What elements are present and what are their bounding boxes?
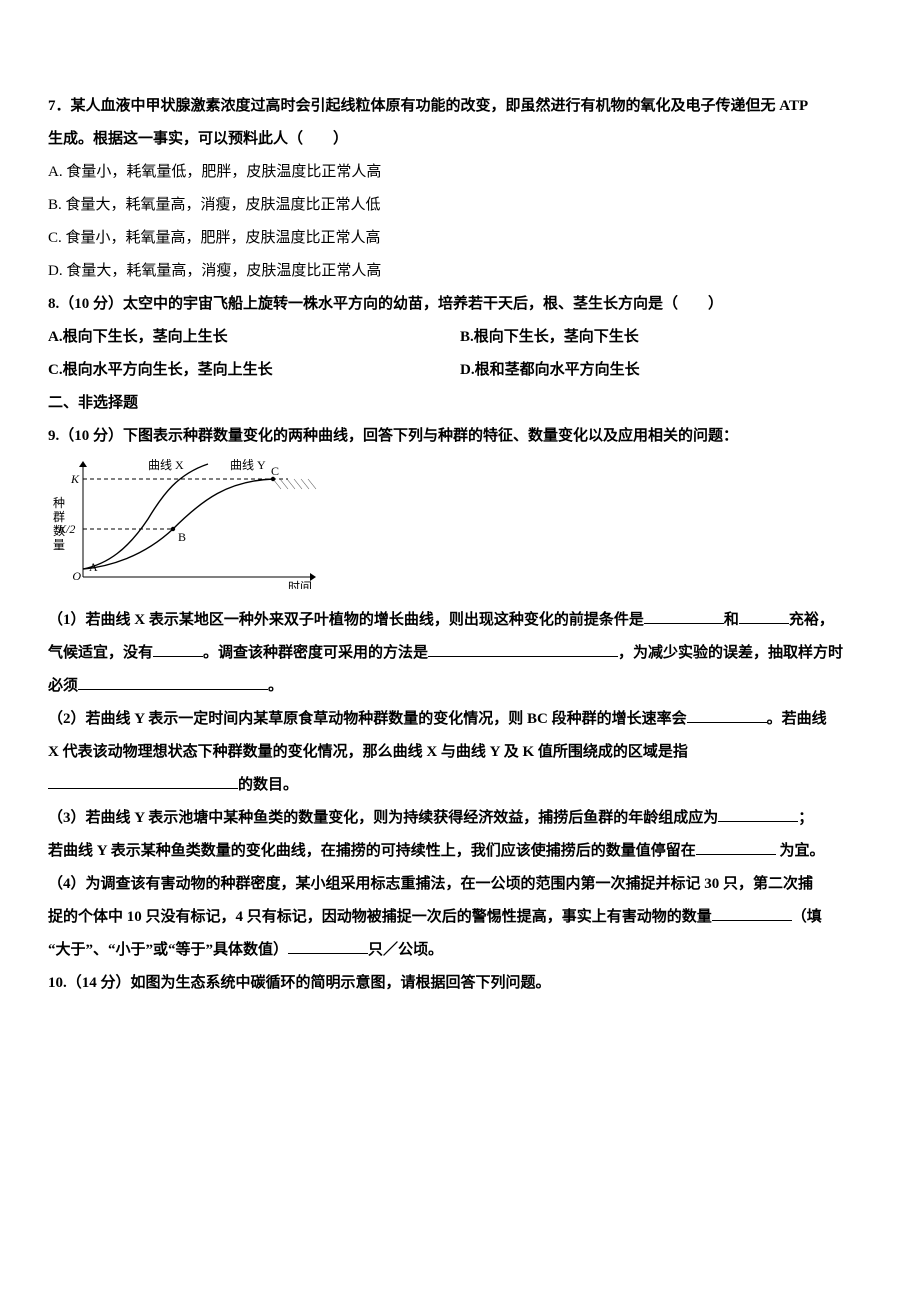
q9-p4-text-c: （填: [792, 909, 822, 925]
q9-p4-text-d: “大于”、“小于”或“等于”具体数值）: [48, 942, 288, 958]
q9-p2-line1: （2）若曲线 Y 表示一定时间内某草原食草动物种群数量的变化情况，则 BC 段种…: [48, 703, 872, 736]
blank: [48, 773, 238, 789]
q9-p1-text-b: 和: [724, 612, 739, 628]
q7-stem-line1: 7．某人血液中甲状腺激素浓度过高时会引起线粒体原有功能的改变，即虽然进行有机物的…: [48, 90, 872, 123]
q7-stem-line2: 生成。根据这一事实，可以预料此人（ ）: [48, 123, 872, 156]
blank: [687, 707, 767, 723]
q10-stem: 10.（14 分）如图为生态系统中碳循环的简明示意图，请根据回答下列问题。: [48, 967, 872, 1000]
q9-p4-line1: （4）为调查该有害动物的种群密度，某小组采用标志重捕法，在一公顷的范围内第一次捕…: [48, 868, 872, 901]
q9-p1-text-g: 必须: [48, 678, 78, 694]
blank: [644, 608, 724, 624]
q9-p3-text-d: 为宜。: [776, 843, 825, 859]
blank: [739, 608, 789, 624]
q9-p2-text-c: X 代表该动物理想状态下种群数量的变化情况，那么曲线 X 与曲线 Y 及 K 值…: [48, 744, 688, 760]
q9-p3-text-c: 若曲线 Y 表示某种鱼类数量的变化曲线，在捕捞的可持续性上，我们应该使捕捞后的数…: [48, 843, 696, 859]
q7-option-c: C. 食量小，耗氧量高，肥胖，皮肤温度比正常人高: [48, 222, 872, 255]
svg-text:A: A: [89, 560, 98, 574]
q9-p4-text-b: 捉的个体中 10 只没有标记，4 只有标记，因动物被捕捉一次后的警惕性提高，事实…: [48, 909, 712, 925]
q9-p2-text-d: 的数目。: [238, 777, 298, 793]
q9-p4-text-a: （4）为调查该有害动物的种群密度，某小组采用标志重捕法，在一公顷的范围内第一次捕…: [48, 876, 813, 892]
blank: [718, 806, 798, 822]
q9-p3-text-a: （3）若曲线 Y 表示池塘中某种鱼类的数量变化，则为持续获得经济效益，捕捞后鱼群…: [48, 810, 718, 826]
svg-text:数: 数: [53, 523, 65, 538]
blank: [288, 938, 368, 954]
svg-text:时间: 时间: [288, 580, 312, 589]
svg-text:群: 群: [53, 510, 65, 524]
svg-text:曲线 X: 曲线 X: [148, 459, 184, 472]
q9-p2-line3: 的数目。: [48, 769, 872, 802]
q9-p4-text-e: 只／公顷。: [368, 942, 443, 958]
q9-p1-text-e: 。调查该种群密度可采用的方法是: [203, 645, 428, 661]
q9-p2-text-a: （2）若曲线 Y 表示一定时间内某草原食草动物种群数量的变化情况，则 BC 段种…: [48, 711, 687, 727]
blank: [696, 839, 776, 855]
svg-text:C: C: [271, 464, 279, 478]
q9-p3-line1: （3）若曲线 Y 表示池塘中某种鱼类的数量变化，则为持续获得经济效益，捕捞后鱼群…: [48, 802, 872, 835]
q8-option-c: C.根向水平方向生长，茎向上生长: [48, 354, 460, 387]
svg-text:曲线 Y: 曲线 Y: [230, 459, 266, 472]
q9-p1-line2: 气候适宜，没有 。调查该种群密度可采用的方法是 ，为减少实验的误差，抽取样方时: [48, 637, 872, 670]
q9-p3-line2: 若曲线 Y 表示某种鱼类数量的变化曲线，在捕捞的可持续性上，我们应该使捕捞后的数…: [48, 835, 872, 868]
q9-p4-line3: “大于”、“小于”或“等于”具体数值） 只／公顷。: [48, 934, 872, 967]
q9-graph: KK/2OABC曲线 X曲线 Y时间种群数量: [48, 459, 872, 602]
q9-stem: 9.（10 分）下图表示种群数量变化的两种曲线，回答下列与种群的特征、数量变化以…: [48, 420, 872, 453]
q8-option-d: D.根和茎都向水平方向生长: [460, 354, 872, 387]
q9-p1-text-d: 气候适宜，没有: [48, 645, 153, 661]
blank: [712, 905, 792, 921]
blank: [153, 641, 203, 657]
svg-text:B: B: [178, 530, 186, 544]
q7-option-b: B. 食量大，耗氧量高，消瘦，皮肤温度比正常人低: [48, 189, 872, 222]
section-2-title: 二、非选择题: [48, 387, 872, 420]
q9-p1-text-a: （1）若曲线 X 表示某地区一种外来双子叶植物的增长曲线，则出现这种变化的前提条…: [48, 612, 644, 628]
q9-p1-line1: （1）若曲线 X 表示某地区一种外来双子叶植物的增长曲线，则出现这种变化的前提条…: [48, 604, 872, 637]
svg-text:量: 量: [53, 538, 65, 552]
q9-p1-text-f: ，为减少实验的误差，抽取样方时: [618, 645, 843, 661]
q8-option-a: A.根向下生长，茎向上生长: [48, 321, 460, 354]
q9-p2-line2: X 代表该动物理想状态下种群数量的变化情况，那么曲线 X 与曲线 Y 及 K 值…: [48, 736, 872, 769]
q7-option-a: A. 食量小，耗氧量低，肥胖，皮肤温度比正常人高: [48, 156, 872, 189]
q9-p1-line3: 必须 。: [48, 670, 872, 703]
q9-p1-text-h: 。: [268, 678, 283, 694]
blank: [428, 641, 618, 657]
svg-text:K: K: [70, 472, 80, 486]
q8-option-b: B.根向下生长，茎向下生长: [460, 321, 872, 354]
q8-stem: 8.（10 分）太空中的宇宙飞船上旋转一株水平方向的幼苗，培养若干天后，根、茎生…: [48, 288, 872, 321]
q8-options-row2: C.根向水平方向生长，茎向上生长 D.根和茎都向水平方向生长: [48, 354, 872, 387]
q9-p4-line2: 捉的个体中 10 只没有标记，4 只有标记，因动物被捕捉一次后的警惕性提高，事实…: [48, 901, 872, 934]
q9-graph-svg: KK/2OABC曲线 X曲线 Y时间种群数量: [48, 459, 318, 589]
q9-p1-text-c: 充裕，: [789, 612, 834, 628]
q7-option-d: D. 食量大，耗氧量高，消瘦，皮肤温度比正常人高: [48, 255, 872, 288]
svg-text:O: O: [72, 569, 81, 583]
blank: [78, 674, 268, 690]
svg-text:种: 种: [53, 496, 65, 510]
q9-p3-text-b: ；: [798, 810, 813, 826]
q8-options-row1: A.根向下生长，茎向上生长 B.根向下生长，茎向下生长: [48, 321, 872, 354]
q9-p2-text-b: 。若曲线: [767, 711, 827, 727]
